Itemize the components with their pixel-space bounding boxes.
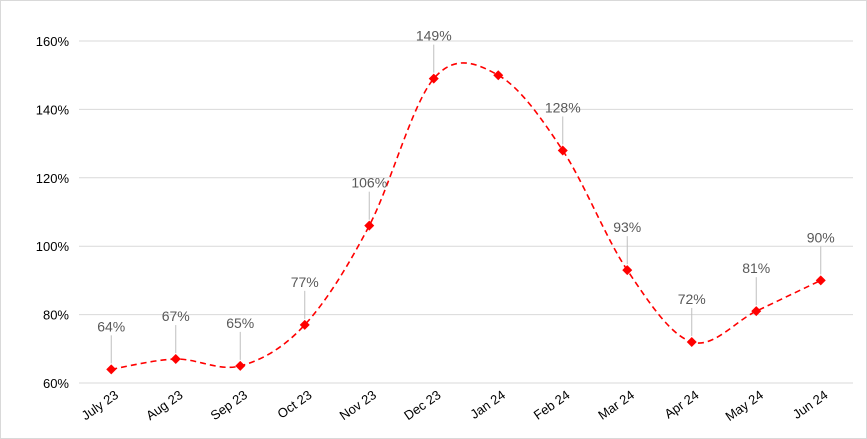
x-tick-label: Jun 24 [790,387,831,422]
x-tick-label: Oct 23 [274,387,314,421]
data-point-marker [428,73,439,84]
data-point-marker [622,265,633,276]
x-tick-label: July 23 [79,387,121,423]
series-line-path [111,62,822,371]
x-tick-label: Mar 24 [595,387,637,422]
data-label: 149% [416,28,452,44]
data-label: 72% [678,291,706,307]
data-label: 77% [291,274,319,290]
data-point-marker [493,70,504,81]
data-labels: 64% 67% 65% 77% 106% 149% 128% 93% 72% 81% 90% [97,28,835,335]
data-label: 67% [162,308,190,324]
y-tick-label: 60% [43,376,69,391]
data-label: 81% [742,260,770,276]
data-label-leaders [110,44,822,364]
data-point-marker [364,220,375,231]
series-line [111,62,822,371]
y-tick-label: 140% [36,102,70,117]
x-tick-label: May 24 [722,387,766,424]
data-label: 65% [226,315,254,331]
data-point-marker [106,364,117,375]
data-label: 106% [351,175,387,191]
x-tick-label: Apr 24 [661,387,701,421]
y-axis-tick-labels: 60% 80% 100% 120% 140% 160% [36,34,70,391]
x-axis-tick-labels: July 23 Aug 23 Sep 23 Oct 23 Nov 23 Dec 23 Jan… [79,387,831,424]
data-point-marker [751,306,762,317]
y-tick-label: 160% [36,34,70,49]
data-point-marker [815,275,826,286]
data-label: 64% [97,318,125,334]
x-tick-label: Dec 23 [401,387,443,423]
x-tick-label: Aug 23 [143,387,185,423]
data-label: 90% [807,229,835,245]
data-point-marker [170,354,181,365]
data-point-marker [299,319,310,330]
x-tick-label: Nov 23 [337,387,379,423]
y-tick-label: 80% [43,308,69,323]
y-tick-label: 100% [36,239,70,254]
data-label: 93% [613,219,641,235]
series-markers [106,70,826,375]
data-point-marker [235,360,246,371]
data-point-marker [557,145,568,156]
gridlines [79,40,853,384]
x-tick-label: Sep 23 [208,387,250,423]
data-point-marker [686,336,697,347]
y-tick-label: 120% [36,171,70,186]
data-label: 128% [545,99,581,115]
x-tick-label: Jan 24 [467,387,508,422]
x-tick-label: Feb 24 [531,387,573,423]
